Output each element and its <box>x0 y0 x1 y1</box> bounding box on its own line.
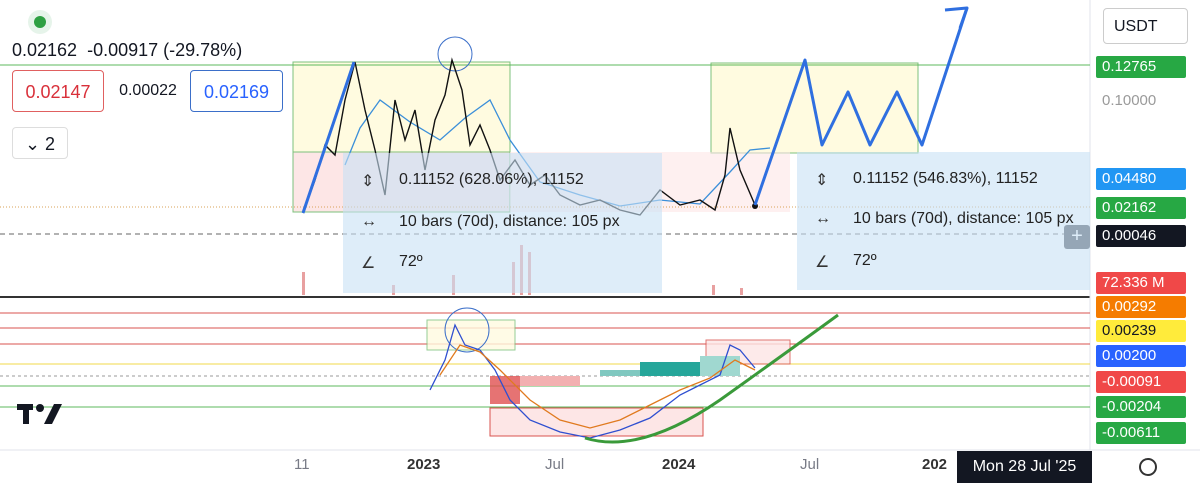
zone <box>292 61 511 153</box>
logo <box>17 404 62 424</box>
time-label: 11 <box>294 456 310 473</box>
time-label: 2024 <box>662 456 696 473</box>
measure-range: 0.11152 (628.06%), 11152 <box>399 171 584 188</box>
last-price: 0.02162 <box>12 40 78 60</box>
measure-angle: 72º <box>399 253 423 270</box>
time-label: 202 <box>922 456 948 473</box>
time-label: Jul <box>545 456 565 473</box>
indicator-label: 0.00200 <box>1096 345 1186 367</box>
measure-bars: 10 bars (70d), distance: 105 px <box>399 213 620 230</box>
indicator-levels <box>0 312 1090 408</box>
icon: ⇕ <box>361 173 375 190</box>
measure-range: 0.11152 (546.83%), 11152 <box>853 170 1038 187</box>
circle-drawing <box>444 307 490 353</box>
bid-button[interactable]: 0.02147 <box>12 70 104 112</box>
header-quote: 0.02162 -0.00917 (-29.78%) <box>12 40 242 61</box>
icon: ↔ <box>361 213 377 230</box>
measure-box: ⇕ 0.11152 (546.83%), 11152 ↔ 10 bars (70d)… <box>797 152 1090 290</box>
price-change: -0.00917 (-29.78%) <box>87 40 243 60</box>
projection <box>301 6 969 214</box>
zone <box>489 407 704 437</box>
indicator-label: 0.00292 <box>1096 296 1186 318</box>
indicator-label: -0.00611 <box>1096 422 1186 444</box>
status-icon-dot <box>34 16 46 28</box>
settings-icon[interactable] <box>1139 458 1157 476</box>
volume-label: 72.336 M <box>1096 272 1186 294</box>
indicators-toggle[interactable]: ⌄ 2 <box>12 127 68 159</box>
indicator-label: 0.00239 <box>1096 320 1186 342</box>
price-label: 0.02162 <box>1096 197 1186 219</box>
measure-bars: 10 bars (70d), distance: 105 px <box>853 210 1074 227</box>
currency-select[interactable]: USDT <box>1103 8 1188 44</box>
price-label: 0.10000 <box>1102 92 1157 109</box>
zone <box>426 319 516 351</box>
price-label: 0.04480 <box>1096 168 1186 190</box>
trend-curve <box>584 313 839 444</box>
measure-box: ⇕ 0.11152 (628.06%), 11152 ↔ 10 bars (70d)… <box>343 153 662 293</box>
price-label: 0.12765 <box>1096 56 1186 78</box>
time-label: 2023 <box>407 456 441 473</box>
spread: 0.00022 <box>119 82 177 99</box>
crosshair-time: Mon 28 Jul '25 <box>957 451 1092 483</box>
price-line <box>302 57 756 216</box>
time-label: Jul <box>800 456 820 473</box>
icon: ⇕ <box>815 172 829 189</box>
icon: ∠ <box>361 255 376 272</box>
icon: ∠ <box>815 254 830 271</box>
indicator-label: -0.00204 <box>1096 396 1186 418</box>
indicator-count: 2 <box>45 134 56 154</box>
measure-angle: 72º <box>853 252 877 269</box>
price-label: 0.00046 <box>1096 225 1186 247</box>
indicator-label: -0.00091 <box>1096 371 1186 393</box>
icon: ↔ <box>815 210 831 227</box>
signal-line <box>439 344 756 429</box>
ask-button[interactable]: 0.02169 <box>190 70 283 112</box>
